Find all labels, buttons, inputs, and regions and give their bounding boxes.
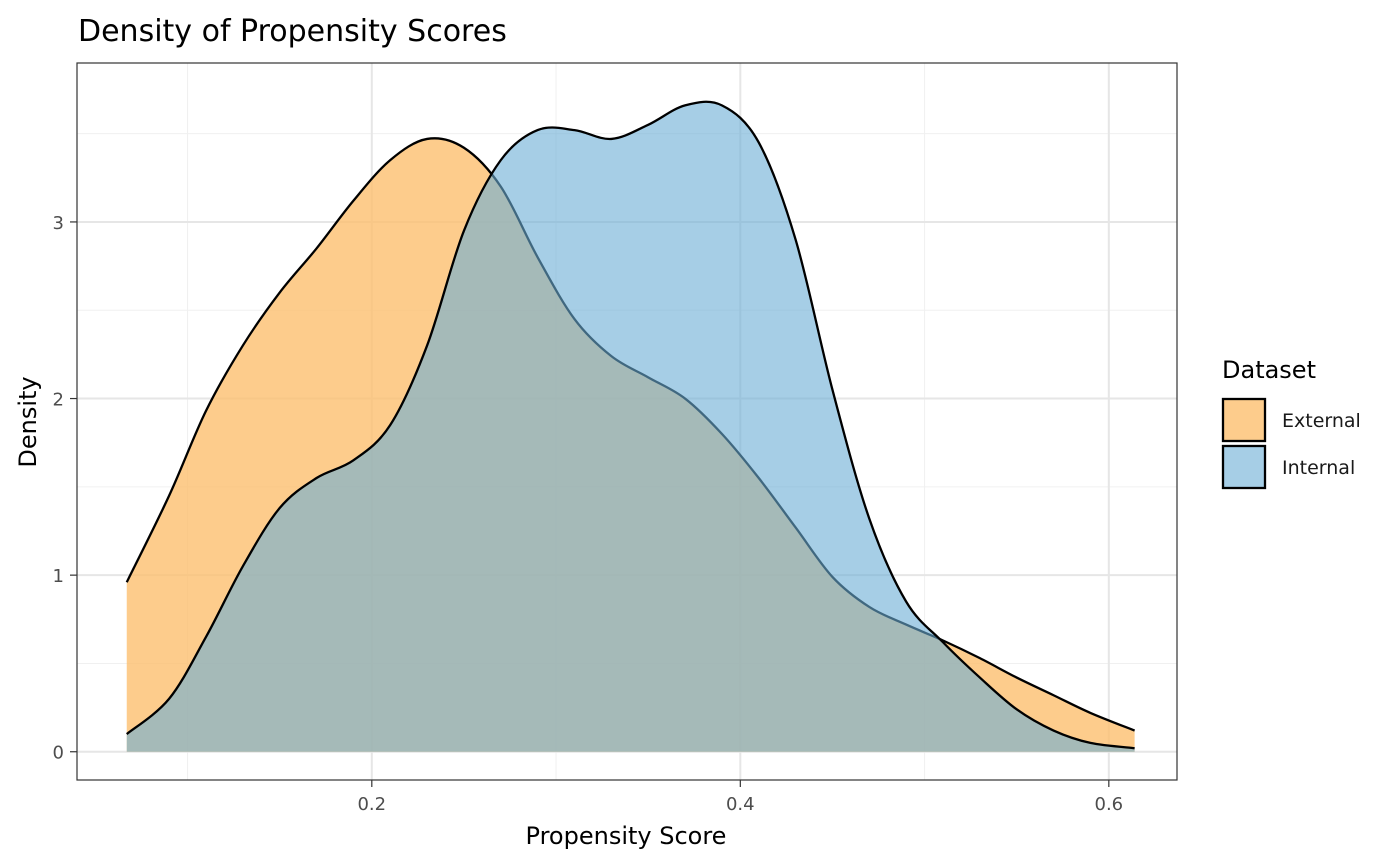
y-axis-title: Density	[14, 376, 42, 467]
legend-key-external	[1221, 397, 1267, 443]
chart-title: Density of Propensity Scores	[78, 14, 507, 49]
x-axis-title: Propensity Score	[526, 822, 727, 850]
density-area-internal	[126, 101, 1135, 752]
plot-border	[76, 62, 1178, 781]
y-tick-label: 1	[53, 566, 64, 587]
legend-key-internal	[1221, 444, 1267, 490]
legend: Dataset External Internal	[1221, 356, 1361, 490]
x-tick-label: 0.2	[357, 794, 386, 815]
y-tick-label: 0	[53, 743, 64, 764]
y-tick-label: 3	[53, 213, 64, 234]
legend-title: Dataset	[1222, 356, 1316, 384]
x-tick-label: 0.4	[726, 794, 755, 815]
x-axis: 0.2 0.4 0.6	[357, 780, 1123, 815]
y-tick-label: 2	[53, 390, 64, 411]
x-tick-label: 0.6	[1095, 794, 1124, 815]
density-areas	[125, 100, 1136, 752]
legend-label-external: External	[1282, 410, 1361, 432]
density-line-internal	[126, 100, 1135, 750]
y-axis: 0 1 2 3	[53, 213, 77, 764]
legend-label-internal: Internal	[1282, 457, 1355, 479]
